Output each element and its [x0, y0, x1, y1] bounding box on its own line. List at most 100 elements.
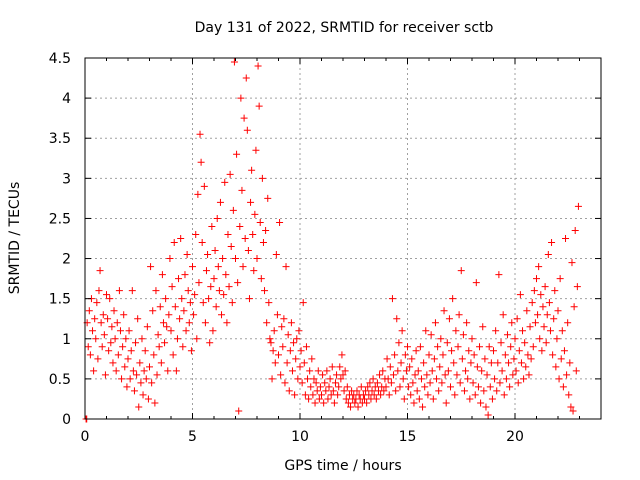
- x-tick-label: 10: [291, 429, 309, 445]
- data-point: [406, 363, 414, 371]
- y-axis-label: SRMTID / TECUs: [7, 182, 23, 295]
- data-point: [354, 403, 362, 411]
- data-point: [208, 222, 216, 230]
- grid-lines: [85, 58, 601, 419]
- data-point: [229, 206, 237, 214]
- data-point: [417, 375, 425, 383]
- data-point: [144, 395, 152, 403]
- data-point: [199, 299, 207, 307]
- data-point: [151, 399, 159, 407]
- data-point: [565, 391, 573, 399]
- data-point: [397, 359, 405, 367]
- data-point: [243, 126, 251, 134]
- data-point: [531, 319, 539, 327]
- data-point: [570, 303, 578, 311]
- data-point: [311, 399, 319, 407]
- data-point: [516, 291, 524, 299]
- data-point: [148, 379, 156, 387]
- data-point: [412, 347, 420, 355]
- data-point: [407, 391, 415, 399]
- data-point: [114, 351, 122, 359]
- data-point: [393, 315, 401, 323]
- data-point: [279, 343, 287, 351]
- data-point: [97, 319, 105, 327]
- data-point: [219, 255, 227, 263]
- data-point: [490, 347, 497, 355]
- data-point: [204, 251, 212, 259]
- data-point: [323, 367, 331, 375]
- data-point: [479, 323, 487, 331]
- data-point: [248, 166, 256, 174]
- data-point: [207, 283, 215, 291]
- data-point: [536, 335, 544, 343]
- data-point: [554, 307, 562, 315]
- data-point: [99, 311, 107, 319]
- data-point: [429, 395, 437, 403]
- y-tick-label: 4: [62, 91, 71, 107]
- data-point: [553, 335, 561, 343]
- data-point: [215, 287, 223, 295]
- data-point: [568, 259, 576, 267]
- data-point: [171, 303, 179, 311]
- data-point: [298, 379, 306, 387]
- data-point: [546, 327, 554, 335]
- data-point: [177, 235, 185, 242]
- data-point: [376, 371, 384, 379]
- data-point: [377, 391, 385, 399]
- data-point: [451, 391, 459, 399]
- data-point: [270, 327, 278, 335]
- data-point: [463, 319, 471, 327]
- data-point: [535, 263, 543, 271]
- data-point: [108, 323, 116, 331]
- data-point: [111, 335, 119, 343]
- data-point: [262, 226, 270, 234]
- data-point: [334, 391, 342, 399]
- data-point: [159, 319, 167, 327]
- data-point: [511, 335, 519, 343]
- data-point: [439, 351, 447, 359]
- data-point: [123, 383, 131, 391]
- data-point: [94, 355, 102, 363]
- data-point: [464, 375, 472, 383]
- data-point: [495, 271, 503, 279]
- data-point: [157, 359, 165, 367]
- data-point: [124, 355, 132, 363]
- data-point: [569, 407, 577, 415]
- data-point: [478, 367, 486, 375]
- data-point: [284, 331, 292, 339]
- data-point: [195, 279, 203, 287]
- data-point: [450, 359, 458, 367]
- data-point: [236, 222, 244, 230]
- data-point: [454, 343, 462, 351]
- data-point: [164, 367, 172, 375]
- data-point: [470, 351, 478, 359]
- data-point: [103, 291, 110, 299]
- data-point: [234, 279, 242, 287]
- data-point: [383, 355, 391, 363]
- data-point: [574, 202, 582, 210]
- data-point: [549, 351, 557, 359]
- data-point: [255, 102, 263, 110]
- data-point: [335, 383, 343, 391]
- data-point: [126, 375, 134, 383]
- data-point: [428, 367, 436, 375]
- data-point: [101, 371, 109, 379]
- data-point: [198, 239, 206, 247]
- data-point: [499, 311, 507, 319]
- data-point: [442, 399, 450, 407]
- data-point: [287, 319, 295, 327]
- data-point: [252, 146, 260, 154]
- data-point: [128, 287, 136, 295]
- data-point: [545, 299, 553, 307]
- data-point: [449, 295, 457, 303]
- data-point: [460, 387, 468, 395]
- data-point: [525, 371, 533, 379]
- data-point: [392, 387, 400, 395]
- data-point: [278, 323, 286, 331]
- chart-title: Day 131 of 2022, SRMTID for receiver sct…: [195, 20, 494, 36]
- data-point: [421, 383, 429, 391]
- data-point: [501, 351, 509, 359]
- data-point: [364, 383, 372, 391]
- data-point: [555, 375, 563, 383]
